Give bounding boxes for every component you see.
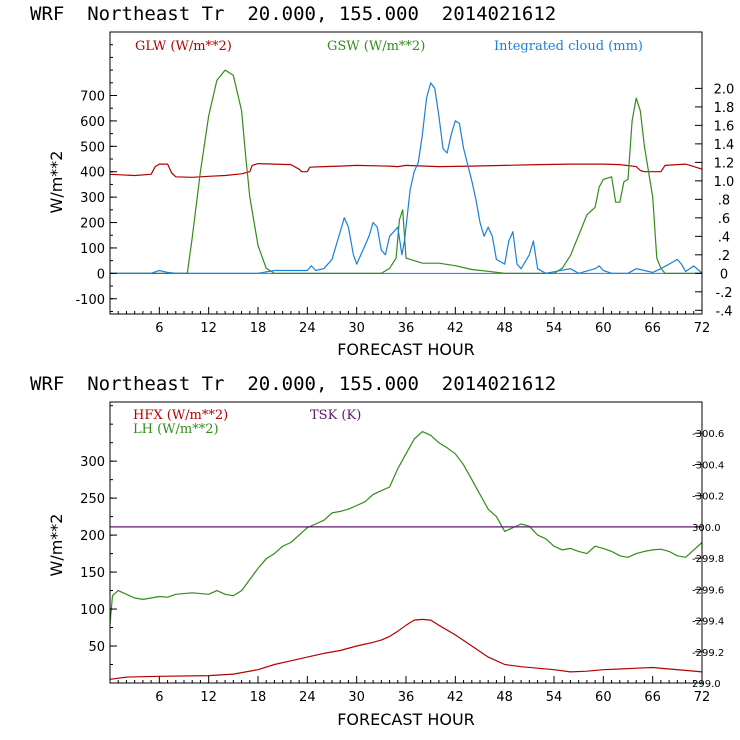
x-tick-label: 30 bbox=[348, 321, 365, 336]
y2-tick-label: -299.4 bbox=[692, 617, 724, 628]
y-tick-label: 200 bbox=[80, 529, 105, 544]
x-tick-label: 42 bbox=[447, 321, 464, 336]
chart-1-y2-axis: -.4 -.2 0 .2 .4 .6 .8 1.0 1.2 1.4 1.6 1.8 2.0 bbox=[695, 82, 734, 319]
y2-tick-label: -300.6 bbox=[692, 429, 724, 440]
x-tick-label: 36 bbox=[398, 690, 415, 705]
x-tick-label: 24 bbox=[299, 321, 316, 336]
y2-tick-label: 300.0 bbox=[692, 523, 721, 534]
y-tick-label: 400 bbox=[80, 166, 105, 181]
y2-tick-label: 299.0 bbox=[692, 679, 721, 690]
series-line-gsw bbox=[110, 69, 702, 274]
chart-1-title: WRF Northeast Tr 20.000, 155.000 2014021… bbox=[30, 3, 556, 25]
y-tick-label: 500 bbox=[80, 140, 105, 155]
y2-tick-label: 1.2 bbox=[714, 156, 735, 171]
y-tick-label: 300 bbox=[80, 455, 105, 470]
chart-1-x-axis: 6 12 18 24 30 36 42 48 54 60 66 72 bbox=[109, 307, 711, 336]
y2-tick-label: .2 bbox=[718, 249, 730, 264]
chart-1-y-label: W/m**2 bbox=[47, 151, 66, 214]
y2-tick-label: .8 bbox=[718, 193, 730, 208]
y2-tick-label: -299.6 bbox=[692, 585, 724, 596]
x-tick-label: 48 bbox=[496, 690, 513, 705]
x-tick-label: 12 bbox=[200, 690, 217, 705]
x-tick-label: 66 bbox=[644, 321, 661, 336]
y2-tick-label: -299.8 bbox=[692, 554, 724, 565]
y-tick-label: 250 bbox=[80, 492, 105, 507]
y-tick-label: 150 bbox=[80, 566, 105, 581]
y-tick-label: 50 bbox=[88, 640, 105, 655]
y2-tick-label: 1.4 bbox=[714, 138, 735, 153]
y-tick-label: 100 bbox=[80, 242, 105, 257]
legend-glw: GLW (W/m**2) bbox=[135, 39, 232, 54]
chart-2: WRF Northeast Tr 20.000, 155.000 2014021… bbox=[30, 373, 724, 729]
series-line-lh bbox=[109, 431, 703, 624]
y-tick-label: 200 bbox=[80, 217, 105, 232]
chart-2-series bbox=[109, 431, 703, 680]
series-line-glw bbox=[109, 163, 703, 178]
x-tick-label: 54 bbox=[546, 321, 563, 336]
y-tick-label: 0 bbox=[97, 267, 105, 282]
series-line-hfx bbox=[109, 618, 703, 680]
series-line-integrated bbox=[110, 82, 703, 274]
chart-2-y-axis: 50 100 150 200 250 300 bbox=[80, 405, 117, 666]
y-tick-label: 100 bbox=[80, 603, 105, 618]
chart-1-y-axis: -100 0 100 200 300 400 500 600 700 bbox=[75, 31, 117, 312]
y2-tick-label: -300.2 bbox=[692, 492, 724, 503]
y2-tick-label: 2.0 bbox=[714, 82, 735, 97]
y2-tick-label: 0 bbox=[720, 267, 728, 282]
legend-integrated-cloud: Integrated cloud (mm) bbox=[494, 39, 643, 54]
legend-tsk: TSK (K) bbox=[310, 408, 361, 423]
y-tick-label: 600 bbox=[80, 115, 105, 130]
y2-tick-label: -.2 bbox=[715, 286, 732, 301]
y2-tick-label: -299.2 bbox=[692, 648, 724, 659]
y-tick-label: 300 bbox=[80, 191, 105, 206]
chart-2-y2-axis: 299.0 -299.2 -299.4 -299.6 -299.8 300.0 -300.2… bbox=[692, 429, 724, 690]
y2-tick-label: -300.4 bbox=[692, 460, 724, 471]
x-tick-label: 36 bbox=[398, 321, 415, 336]
x-tick-label: 72 bbox=[694, 321, 711, 336]
chart-1-series bbox=[109, 69, 703, 274]
chart-2-x-axis: 6 12 18 24 30 36 42 48 54 60 66 72 bbox=[109, 676, 711, 705]
x-tick-label: 6 bbox=[155, 321, 163, 336]
x-tick-label: 6 bbox=[155, 690, 163, 705]
y2-tick-label: 1.8 bbox=[714, 101, 735, 116]
y2-tick-label: .6 bbox=[718, 212, 730, 227]
y2-tick-label: 1.0 bbox=[714, 175, 735, 190]
chart-2-y-label: W/m**2 bbox=[47, 514, 66, 577]
x-tick-label: 48 bbox=[496, 321, 513, 336]
y-tick-label: 700 bbox=[80, 90, 105, 105]
x-tick-label: 30 bbox=[348, 690, 365, 705]
chart-1-plot-frame bbox=[109, 31, 703, 315]
chart-1-x-label: FORECAST HOUR bbox=[337, 340, 475, 359]
chart-2-plot-frame bbox=[109, 401, 703, 684]
x-tick-label: 24 bbox=[299, 690, 316, 705]
legend-lh: LH (W/m**2) bbox=[133, 422, 219, 437]
y-tick-label: -100 bbox=[75, 293, 105, 308]
x-tick-label: 42 bbox=[447, 690, 464, 705]
y2-tick-label: -.4 bbox=[715, 304, 732, 319]
x-tick-label: 12 bbox=[200, 321, 217, 336]
y2-tick-label: .4 bbox=[718, 230, 730, 245]
chart-2-title: WRF Northeast Tr 20.000, 155.000 2014021… bbox=[30, 373, 556, 395]
chart-1: WRF Northeast Tr 20.000, 155.000 2014021… bbox=[30, 3, 734, 359]
y2-tick-label: 1.6 bbox=[714, 119, 735, 134]
x-tick-label: 60 bbox=[595, 690, 612, 705]
x-tick-label: 54 bbox=[546, 690, 563, 705]
legend-gsw: GSW (W/m**2) bbox=[327, 39, 425, 54]
legend-hfx: HFX (W/m**2) bbox=[133, 408, 228, 423]
x-tick-label: 60 bbox=[595, 321, 612, 336]
x-tick-label: 18 bbox=[250, 690, 267, 705]
chart-2-x-label: FORECAST HOUR bbox=[337, 710, 475, 729]
x-tick-label: 66 bbox=[644, 690, 661, 705]
x-tick-label: 18 bbox=[250, 321, 267, 336]
x-tick-label: 72 bbox=[694, 690, 711, 705]
